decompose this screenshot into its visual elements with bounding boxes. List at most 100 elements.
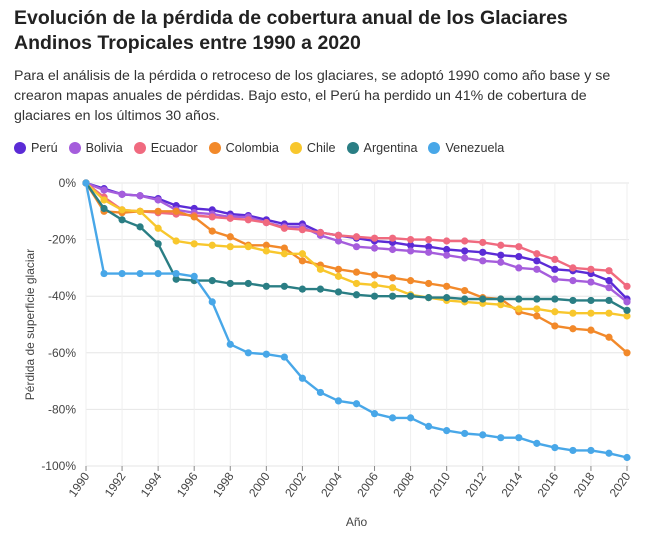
- data-point: [100, 186, 108, 194]
- y-tick-label: -80%: [48, 402, 76, 416]
- series-group: [82, 179, 631, 357]
- data-point: [623, 298, 631, 306]
- data-point: [461, 429, 469, 438]
- data-point: [587, 278, 595, 286]
- data-point: [425, 422, 433, 430]
- data-point: [497, 241, 505, 249]
- data-point: [370, 234, 379, 242]
- data-point: [461, 295, 469, 303]
- data-point: [461, 247, 469, 255]
- data-point: [587, 296, 595, 305]
- data-point: [334, 288, 343, 296]
- data-point: [425, 279, 433, 288]
- data-point: [443, 282, 451, 290]
- data-point: [443, 251, 451, 259]
- data-point: [388, 292, 397, 300]
- series-group: [82, 179, 631, 314]
- legend-swatch: [346, 142, 359, 154]
- data-point: [497, 434, 505, 442]
- data-point: [244, 216, 252, 224]
- data-point: [479, 238, 487, 247]
- data-point: [280, 353, 288, 361]
- data-point: [623, 282, 631, 290]
- data-point: [443, 245, 451, 254]
- data-point: [605, 449, 613, 457]
- data-point: [515, 243, 523, 251]
- legend-label: Colombia: [225, 141, 279, 155]
- legend-item: Ecuador: [133, 141, 198, 155]
- x-tick-label: 2010: [426, 469, 453, 499]
- data-point: [334, 231, 343, 239]
- legend-label: Chile: [306, 141, 336, 155]
- data-point: [244, 279, 252, 288]
- data-point: [352, 243, 361, 251]
- y-tick-label: -40%: [48, 289, 76, 303]
- data-point: [623, 349, 631, 357]
- x-tick-label: 2004: [318, 469, 345, 499]
- data-point: [352, 233, 361, 241]
- data-point: [298, 250, 306, 258]
- data-point: [425, 236, 433, 244]
- data-point: [172, 237, 180, 245]
- data-point: [352, 400, 361, 408]
- x-tick-label: 2002: [282, 469, 309, 499]
- data-point: [136, 223, 144, 231]
- x-tick-label: 1994: [138, 469, 165, 499]
- data-point: [551, 275, 559, 283]
- data-point: [497, 301, 505, 309]
- data-point: [316, 265, 325, 273]
- data-point: [587, 309, 595, 317]
- data-point: [244, 243, 252, 251]
- data-point: [280, 244, 288, 252]
- data-point: [587, 446, 595, 455]
- data-point: [100, 196, 108, 204]
- data-point: [388, 414, 397, 422]
- data-point: [262, 350, 270, 358]
- data-point: [497, 258, 505, 266]
- x-tick-label: 1996: [174, 469, 201, 499]
- data-point: [425, 248, 433, 256]
- chart-legend: Perú Bolivia Ecuador Colombia Chile Argentina…: [14, 141, 515, 155]
- data-point: [154, 207, 162, 215]
- data-point: [136, 192, 144, 200]
- data-point: [551, 295, 559, 303]
- data-point: [298, 226, 306, 234]
- legend-item: Chile: [289, 141, 336, 155]
- data-point: [298, 257, 306, 265]
- legend-item: Colombia: [208, 141, 279, 155]
- chart-subtitle: Para el análisis de la pérdida o retroce…: [14, 68, 611, 124]
- legend-swatch: [68, 142, 81, 154]
- data-point: [154, 196, 162, 204]
- data-point: [497, 251, 505, 259]
- data-point: [443, 427, 451, 435]
- data-point: [461, 254, 469, 262]
- data-point: [172, 269, 180, 278]
- data-point: [100, 269, 108, 278]
- data-point: [334, 272, 343, 280]
- x-tick-label: 2014: [498, 469, 525, 499]
- data-point: [551, 444, 559, 452]
- x-tick-label: 2016: [535, 469, 562, 499]
- data-point: [262, 247, 270, 255]
- data-point: [569, 446, 577, 455]
- series-group: [82, 179, 631, 320]
- series-lines: [82, 179, 631, 462]
- data-point: [244, 349, 252, 357]
- x-tick-label: 1992: [102, 469, 129, 499]
- data-point: [407, 247, 415, 255]
- data-point: [154, 224, 162, 232]
- data-point: [118, 216, 126, 224]
- legend-swatch: [14, 142, 26, 154]
- data-point: [118, 269, 126, 278]
- data-point: [136, 207, 144, 215]
- data-point: [407, 277, 415, 285]
- legend-swatch: [289, 142, 302, 154]
- y-tick-label: -60%: [48, 346, 76, 360]
- legend-item: Bolivia: [68, 141, 123, 155]
- data-point: [226, 340, 234, 348]
- legend-item: Venezuela: [428, 141, 504, 155]
- data-point: [208, 277, 216, 285]
- data-point: [569, 296, 577, 305]
- data-point: [515, 252, 523, 261]
